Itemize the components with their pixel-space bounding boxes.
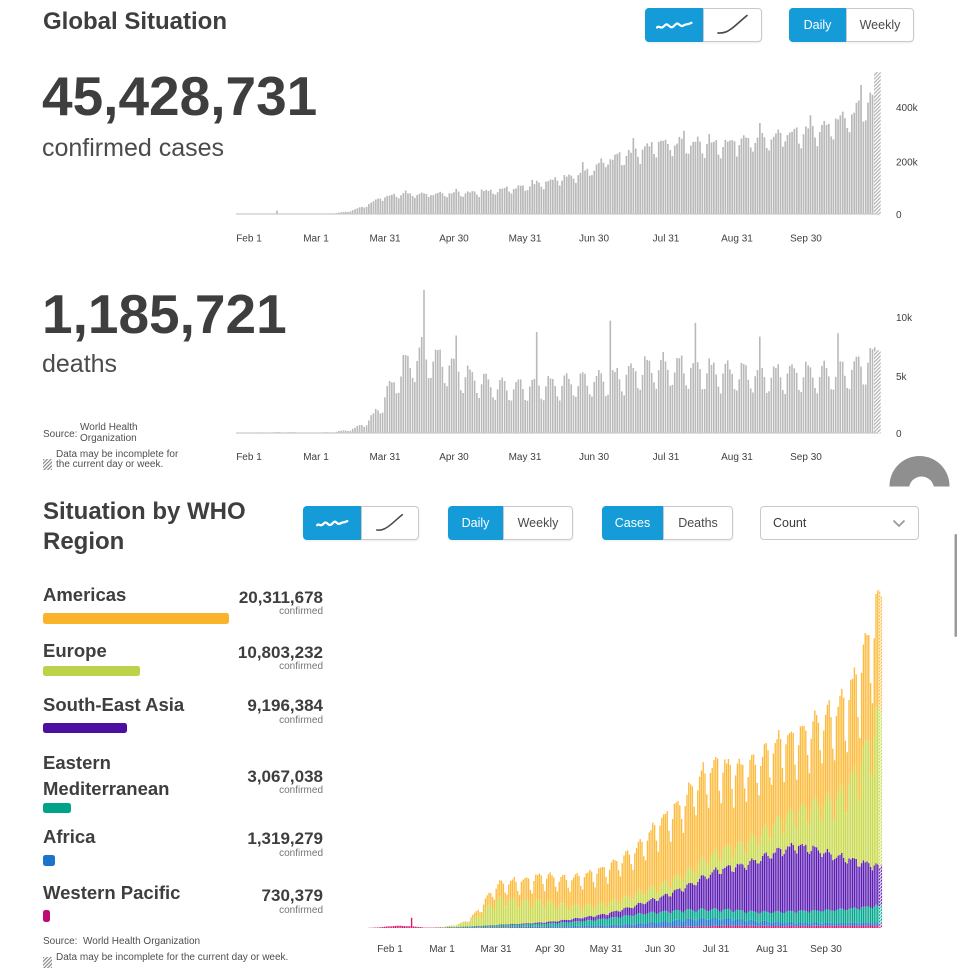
svg-text:Feb 1: Feb 1 [236,234,262,245]
svg-text:200k: 200k [896,158,919,169]
svg-text:Apr 30: Apr 30 [535,944,565,955]
svg-text:Jul 31: Jul 31 [653,234,680,245]
svg-text:Aug 31: Aug 31 [756,944,788,955]
svg-text:May 31: May 31 [509,452,542,463]
svg-text:Jun 30: Jun 30 [579,452,609,463]
svg-text:Mar 31: Mar 31 [480,944,512,955]
svg-text:Aug 31: Aug 31 [721,452,753,463]
svg-text:Sep 30: Sep 30 [810,944,842,955]
svg-text:Feb 1: Feb 1 [236,452,262,463]
svg-text:Aug 31: Aug 31 [721,234,753,245]
svg-text:May 31: May 31 [509,234,542,245]
svg-text:Mar 31: Mar 31 [369,452,401,463]
svg-text:Mar 1: Mar 1 [303,452,329,463]
svg-text:10k: 10k [896,313,913,324]
svg-text:May 31: May 31 [590,944,623,955]
svg-text:Sep 30: Sep 30 [790,234,822,245]
svg-text:0: 0 [896,429,902,440]
svg-text:Apr 30: Apr 30 [439,234,469,245]
svg-text:Jun 30: Jun 30 [645,944,675,955]
svg-text:Jul 31: Jul 31 [703,944,730,955]
svg-text:Jun 30: Jun 30 [579,234,609,245]
svg-text:Mar 1: Mar 1 [429,944,455,955]
svg-text:Apr 30: Apr 30 [439,452,469,463]
svg-text:5k: 5k [896,372,908,383]
svg-text:Mar 1: Mar 1 [303,234,329,245]
svg-text:Jul 31: Jul 31 [653,452,680,463]
svg-text:Mar 31: Mar 31 [369,234,401,245]
svg-text:400k: 400k [896,103,919,114]
svg-text:0: 0 [896,210,902,221]
svg-text:Feb 1: Feb 1 [377,944,403,955]
svg-text:Sep 30: Sep 30 [790,452,822,463]
